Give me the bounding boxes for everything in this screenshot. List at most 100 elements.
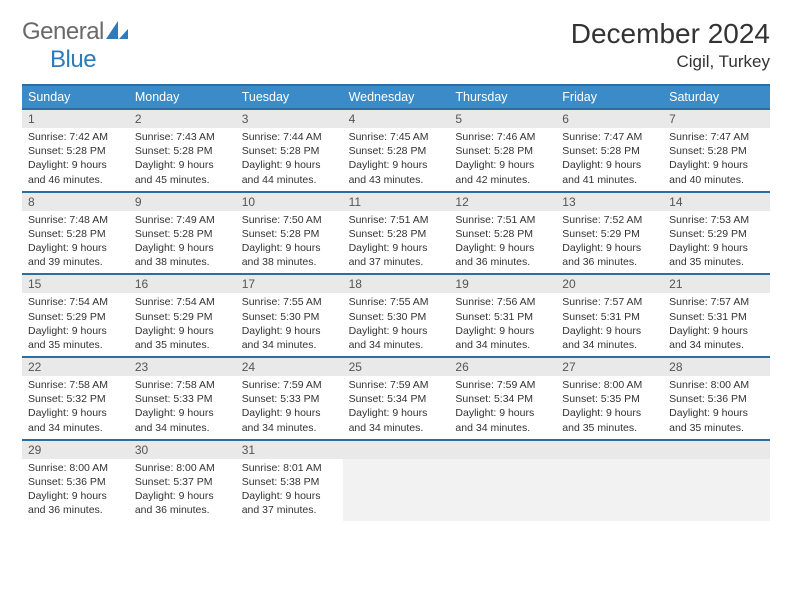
sunset-line: Sunset: 5:36 PM — [669, 392, 764, 406]
sunrise-line: Sunrise: 8:00 AM — [562, 378, 657, 392]
daylight-line: Daylight: 9 hours and 36 minutes. — [28, 489, 123, 517]
day-number: 23 — [129, 358, 236, 376]
sunrise-line: Sunrise: 7:45 AM — [349, 130, 444, 144]
weekday-header: Sunday — [22, 86, 129, 108]
day-number: 11 — [343, 193, 450, 211]
day-cell: 12Sunrise: 7:51 AMSunset: 5:28 PMDayligh… — [449, 193, 556, 274]
day-number: 14 — [663, 193, 770, 211]
sunset-line: Sunset: 5:28 PM — [135, 144, 230, 158]
day-details: Sunrise: 7:43 AMSunset: 5:28 PMDaylight:… — [129, 128, 236, 191]
day-number: 25 — [343, 358, 450, 376]
day-details: Sunrise: 7:57 AMSunset: 5:31 PMDaylight:… — [556, 293, 663, 356]
day-number: 1 — [22, 110, 129, 128]
sunset-line: Sunset: 5:34 PM — [349, 392, 444, 406]
daylight-line: Daylight: 9 hours and 44 minutes. — [242, 158, 337, 186]
title-block: December 2024 Cigil, Turkey — [571, 18, 770, 72]
day-cell: 3Sunrise: 7:44 AMSunset: 5:28 PMDaylight… — [236, 110, 343, 191]
daylight-line: Daylight: 9 hours and 35 minutes. — [669, 406, 764, 434]
day-details: Sunrise: 7:57 AMSunset: 5:31 PMDaylight:… — [663, 293, 770, 356]
daylight-line: Daylight: 9 hours and 34 minutes. — [349, 324, 444, 352]
daylight-line: Daylight: 9 hours and 38 minutes. — [135, 241, 230, 269]
sunrise-line: Sunrise: 7:59 AM — [455, 378, 550, 392]
daylight-line: Daylight: 9 hours and 36 minutes. — [562, 241, 657, 269]
day-number: 20 — [556, 275, 663, 293]
sunset-line: Sunset: 5:28 PM — [455, 227, 550, 241]
weekday-header: Wednesday — [343, 86, 450, 108]
daylight-line: Daylight: 9 hours and 34 minutes. — [455, 324, 550, 352]
day-details: Sunrise: 7:48 AMSunset: 5:28 PMDaylight:… — [22, 211, 129, 274]
daylight-line: Daylight: 9 hours and 39 minutes. — [28, 241, 123, 269]
day-number: 31 — [236, 441, 343, 459]
sunset-line: Sunset: 5:28 PM — [28, 227, 123, 241]
day-number — [343, 441, 450, 459]
day-number: 24 — [236, 358, 343, 376]
sunrise-line: Sunrise: 7:56 AM — [455, 295, 550, 309]
sunset-line: Sunset: 5:31 PM — [669, 310, 764, 324]
daylight-line: Daylight: 9 hours and 38 minutes. — [242, 241, 337, 269]
daylight-line: Daylight: 9 hours and 36 minutes. — [455, 241, 550, 269]
day-cell: 7Sunrise: 7:47 AMSunset: 5:28 PMDaylight… — [663, 110, 770, 191]
day-cell: 29Sunrise: 8:00 AMSunset: 5:36 PMDayligh… — [22, 441, 129, 522]
day-details: Sunrise: 7:54 AMSunset: 5:29 PMDaylight:… — [129, 293, 236, 356]
day-cell: 30Sunrise: 8:00 AMSunset: 5:37 PMDayligh… — [129, 441, 236, 522]
daylight-line: Daylight: 9 hours and 34 minutes. — [28, 406, 123, 434]
day-number: 27 — [556, 358, 663, 376]
day-cell: 9Sunrise: 7:49 AMSunset: 5:28 PMDaylight… — [129, 193, 236, 274]
sunset-line: Sunset: 5:33 PM — [135, 392, 230, 406]
day-cell: 15Sunrise: 7:54 AMSunset: 5:29 PMDayligh… — [22, 275, 129, 356]
day-cell: 1Sunrise: 7:42 AMSunset: 5:28 PMDaylight… — [22, 110, 129, 191]
day-number: 13 — [556, 193, 663, 211]
sunset-line: Sunset: 5:30 PM — [349, 310, 444, 324]
sunset-line: Sunset: 5:28 PM — [349, 227, 444, 241]
day-details: Sunrise: 7:59 AMSunset: 5:33 PMDaylight:… — [236, 376, 343, 439]
sunset-line: Sunset: 5:38 PM — [242, 475, 337, 489]
day-number: 26 — [449, 358, 556, 376]
day-cell: 31Sunrise: 8:01 AMSunset: 5:38 PMDayligh… — [236, 441, 343, 522]
weekday-header: Monday — [129, 86, 236, 108]
day-number: 19 — [449, 275, 556, 293]
location: Cigil, Turkey — [571, 52, 770, 72]
sunrise-line: Sunrise: 7:42 AM — [28, 130, 123, 144]
empty-day-cell — [663, 441, 770, 522]
day-cell: 17Sunrise: 7:55 AMSunset: 5:30 PMDayligh… — [236, 275, 343, 356]
sunset-line: Sunset: 5:29 PM — [562, 227, 657, 241]
day-details: Sunrise: 7:54 AMSunset: 5:29 PMDaylight:… — [22, 293, 129, 356]
day-details: Sunrise: 7:58 AMSunset: 5:33 PMDaylight:… — [129, 376, 236, 439]
day-number — [449, 441, 556, 459]
day-number — [663, 441, 770, 459]
sunrise-line: Sunrise: 7:57 AM — [562, 295, 657, 309]
day-cell: 2Sunrise: 7:43 AMSunset: 5:28 PMDaylight… — [129, 110, 236, 191]
sunset-line: Sunset: 5:28 PM — [455, 144, 550, 158]
daylight-line: Daylight: 9 hours and 37 minutes. — [242, 489, 337, 517]
day-cell: 14Sunrise: 7:53 AMSunset: 5:29 PMDayligh… — [663, 193, 770, 274]
sunrise-line: Sunrise: 7:53 AM — [669, 213, 764, 227]
sunset-line: Sunset: 5:29 PM — [669, 227, 764, 241]
sunset-line: Sunset: 5:37 PM — [135, 475, 230, 489]
daylight-line: Daylight: 9 hours and 43 minutes. — [349, 158, 444, 186]
sunset-line: Sunset: 5:29 PM — [135, 310, 230, 324]
sunrise-line: Sunrise: 7:54 AM — [135, 295, 230, 309]
day-details: Sunrise: 8:00 AMSunset: 5:36 PMDaylight:… — [22, 459, 129, 522]
weekday-header-row: SundayMondayTuesdayWednesdayThursdayFrid… — [22, 84, 770, 110]
day-details: Sunrise: 7:49 AMSunset: 5:28 PMDaylight:… — [129, 211, 236, 274]
header: General Blue December 2024 Cigil, Turkey — [22, 18, 770, 74]
sunrise-line: Sunrise: 7:57 AM — [669, 295, 764, 309]
weekday-header: Tuesday — [236, 86, 343, 108]
day-cell: 5Sunrise: 7:46 AMSunset: 5:28 PMDaylight… — [449, 110, 556, 191]
day-number: 4 — [343, 110, 450, 128]
logo-sail-icon — [106, 18, 128, 46]
day-details: Sunrise: 7:51 AMSunset: 5:28 PMDaylight:… — [343, 211, 450, 274]
sunset-line: Sunset: 5:31 PM — [562, 310, 657, 324]
daylight-line: Daylight: 9 hours and 34 minutes. — [562, 324, 657, 352]
weekday-header: Friday — [556, 86, 663, 108]
day-number: 16 — [129, 275, 236, 293]
day-details: Sunrise: 7:59 AMSunset: 5:34 PMDaylight:… — [449, 376, 556, 439]
daylight-line: Daylight: 9 hours and 45 minutes. — [135, 158, 230, 186]
day-number: 9 — [129, 193, 236, 211]
day-details: Sunrise: 8:00 AMSunset: 5:37 PMDaylight:… — [129, 459, 236, 522]
daylight-line: Daylight: 9 hours and 34 minutes. — [242, 324, 337, 352]
sunrise-line: Sunrise: 7:51 AM — [455, 213, 550, 227]
day-number: 10 — [236, 193, 343, 211]
daylight-line: Daylight: 9 hours and 34 minutes. — [242, 406, 337, 434]
sunrise-line: Sunrise: 7:55 AM — [349, 295, 444, 309]
